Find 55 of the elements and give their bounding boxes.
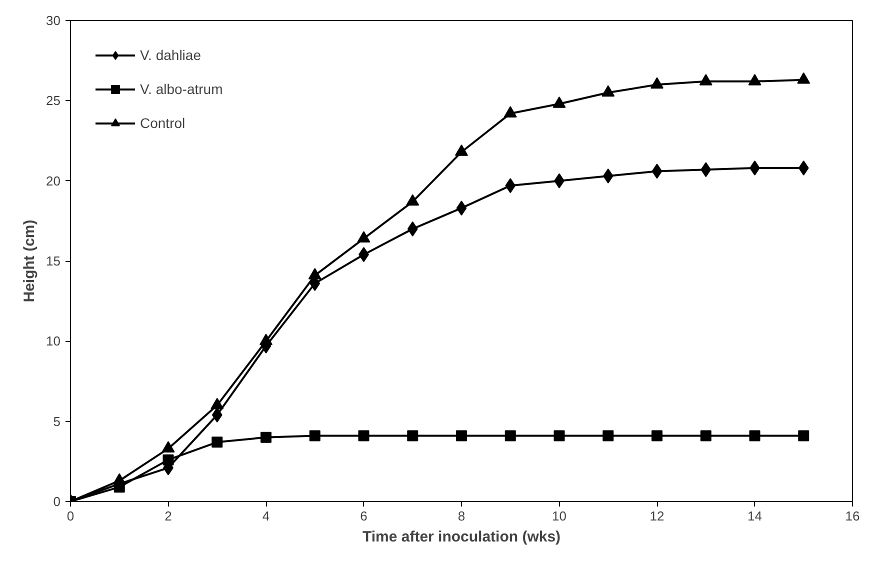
y-tick-label: 25 bbox=[46, 93, 61, 108]
point bbox=[260, 334, 272, 346]
x-tick-label: 10 bbox=[552, 508, 566, 524]
y-tick-label: 10 bbox=[46, 334, 61, 349]
point bbox=[602, 85, 615, 97]
x-axis-title: Time after inoculation (wks) bbox=[362, 528, 561, 546]
point bbox=[162, 454, 174, 466]
x-tick-label: 2 bbox=[164, 508, 172, 524]
y-tick-label: 0 bbox=[53, 494, 61, 509]
point bbox=[407, 221, 418, 236]
y-axis-title: Height (cm) bbox=[21, 220, 38, 302]
point bbox=[407, 430, 418, 442]
point bbox=[700, 430, 712, 442]
point bbox=[505, 178, 516, 194]
point bbox=[456, 430, 467, 442]
point bbox=[455, 144, 468, 156]
y-tick-label: 20 bbox=[46, 173, 61, 188]
point bbox=[797, 72, 810, 84]
point bbox=[406, 194, 420, 206]
point bbox=[652, 164, 662, 179]
legend-label: V. dahliae bbox=[140, 47, 201, 63]
x-tick-label: 12 bbox=[650, 508, 664, 524]
point bbox=[652, 430, 662, 442]
legend-label: Control bbox=[140, 115, 186, 131]
point bbox=[309, 430, 320, 442]
point bbox=[358, 430, 370, 442]
point bbox=[552, 96, 566, 108]
point bbox=[504, 430, 516, 442]
x-tick-label: 8 bbox=[458, 508, 466, 524]
point bbox=[602, 430, 614, 442]
point bbox=[748, 74, 762, 86]
point bbox=[212, 407, 222, 422]
point bbox=[798, 430, 810, 442]
point bbox=[749, 430, 760, 442]
point bbox=[650, 77, 664, 89]
x-tick-label: 4 bbox=[262, 508, 270, 524]
point bbox=[308, 268, 322, 280]
point bbox=[699, 74, 712, 86]
point bbox=[554, 430, 565, 442]
point bbox=[798, 160, 809, 176]
point bbox=[700, 162, 712, 178]
x-tick-label: 16 bbox=[845, 508, 860, 524]
point bbox=[602, 168, 614, 184]
y-tick-label: 5 bbox=[53, 414, 61, 429]
point bbox=[357, 231, 370, 243]
point bbox=[212, 436, 223, 448]
point bbox=[456, 200, 467, 216]
y-tick-label: 15 bbox=[46, 254, 61, 268]
legend-label: V. albo-atrum bbox=[140, 81, 223, 97]
y-tick-label: 30 bbox=[46, 13, 61, 28]
x-tick-label: 14 bbox=[748, 508, 762, 524]
x-tick-label: 6 bbox=[360, 508, 368, 524]
x-tick-label: 0 bbox=[66, 508, 74, 524]
point bbox=[504, 106, 517, 118]
point bbox=[260, 432, 272, 443]
